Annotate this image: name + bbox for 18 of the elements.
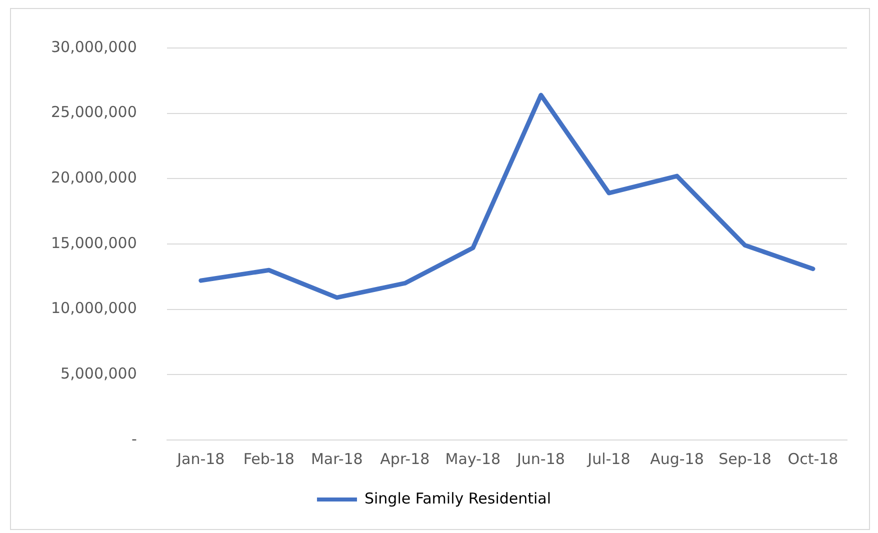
x-tick-label: Sep-18 [718,450,772,468]
x-tick-label: Mar-18 [310,450,363,468]
x-tick-label: Jul-18 [586,450,630,468]
x-tick-label: Aug-18 [650,450,704,468]
legend-label: Single Family Residential [364,489,552,508]
x-tick-label: Oct-18 [788,450,838,468]
y-tick-label: 15,000,000 [50,234,137,252]
y-tick-label: 20,000,000 [50,168,137,187]
x-tick-label: May-18 [445,450,501,468]
y-tick-label: 5,000,000 [60,364,137,383]
y-tick-label: 30,000,000 [50,38,137,56]
x-tick-label: Feb-18 [243,450,294,468]
x-tick-label: Jun-18 [516,450,565,468]
y-tick-label: 25,000,000 [50,103,137,122]
y-tick-label: 10,000,000 [50,299,137,318]
x-tick-label: Jan-18 [176,450,225,468]
y-tick-label: - [131,430,137,448]
x-tick-label: Apr-18 [380,450,430,468]
